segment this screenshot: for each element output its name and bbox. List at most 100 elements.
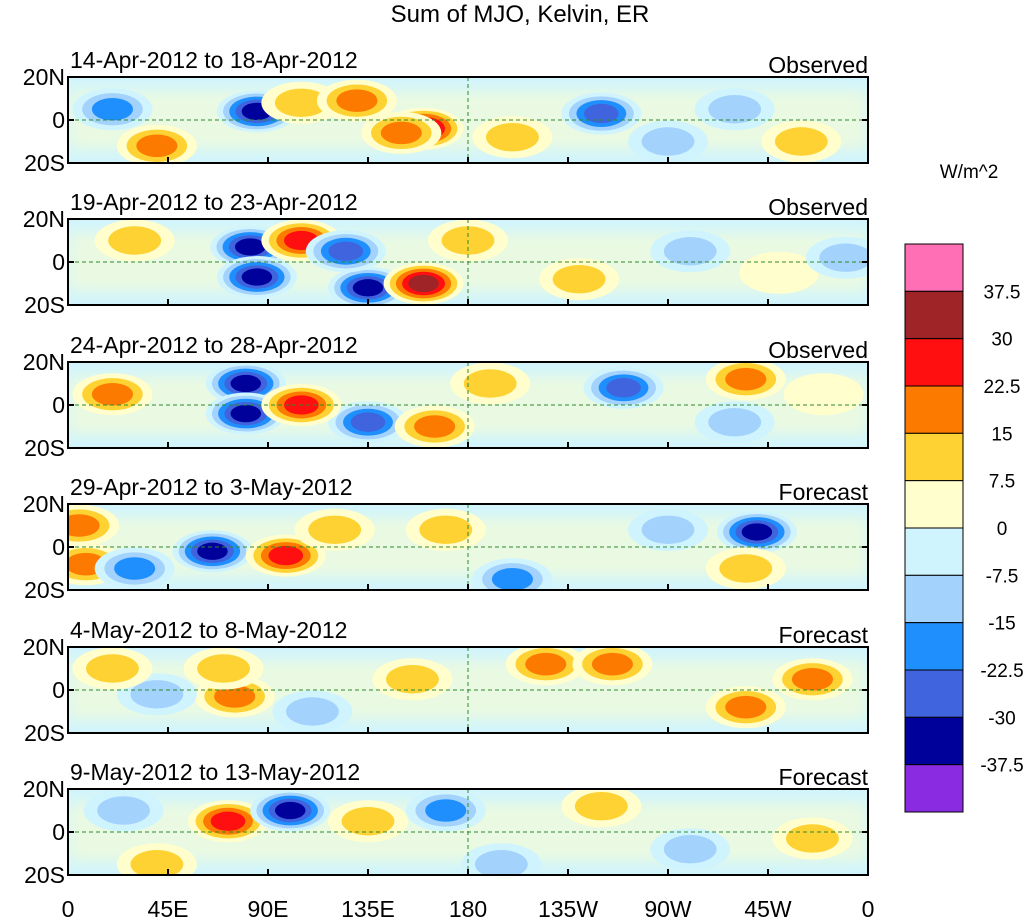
anomaly-7 [94,219,175,262]
anomaly-10 [72,647,153,690]
y-tick-label: 0 [52,819,65,845]
anomaly-7 [116,124,197,163]
anomaly-contour [641,515,695,544]
anomaly-contour [719,554,773,583]
anomaly-2 [250,789,331,832]
anomaly-contour [341,807,395,836]
y-tick-label: 20S [24,292,65,318]
anomaly-11 [761,120,842,163]
anomaly-contour [414,415,456,438]
anomaly-contour [819,243,868,272]
panel-5: 4-May-2012 to 8-May-2012 Forecast 20N 0 20S [23,617,869,746]
x-tick-label: 45E [148,896,189,921]
panel-period: 9-May-2012 to 13-May-2012 [70,759,360,785]
colorbar-label: -37.5 [980,756,1023,777]
anomaly-contour [419,515,473,544]
anomaly-1 [68,504,120,547]
anomaly-contour [328,241,364,261]
colorbar-box [904,527,964,576]
y-tick-label: 20N [23,64,65,90]
anomaly-contour [708,408,762,437]
anomaly-3 [328,401,408,444]
anomaly-contour [663,237,717,266]
anomaly-6 [561,92,642,135]
anomaly-contour [606,378,641,398]
anomaly-10 [705,547,786,590]
anomaly-field [68,504,868,590]
anomaly-contour [336,89,378,112]
anomaly-10 [694,401,775,444]
anomaly-contour [108,226,162,255]
anomaly-contour [774,127,828,156]
colorbar-units: W/m^2 [940,162,999,183]
panel-6: 9-May-2012 to 13-May-2012 Forecast 20N 0 20S [23,759,869,888]
anomaly-8 [272,690,353,733]
anomaly-10 [116,843,197,875]
colorbar-label: 37.5 [984,282,1021,303]
panel-kind: Forecast [779,479,869,505]
anomaly-1 [205,362,286,405]
y-tick-label: 20N [23,776,65,802]
colorbar-label: -30 [988,708,1015,729]
anomaly-contour [91,382,134,406]
colorbar-box [904,574,964,624]
anomaly-9 [450,362,531,405]
anomaly-contour [286,697,339,726]
colorbar-label: 0 [997,519,1008,540]
x-tick-label: 135E [341,896,395,921]
anomaly-contour [114,557,156,580]
colorbar-box [904,716,964,766]
anomaly-contour [274,801,306,820]
panel-kind: Observed [768,52,868,78]
y-tick-label: 0 [52,107,65,133]
anomaly-3 [172,530,253,573]
anomaly-contour [783,373,864,416]
anomaly-contour [491,567,534,590]
y-tick-label: 20S [24,150,65,176]
anomaly-contour [130,850,184,875]
colorbar: 37.5 30 22.5 15 7.5 0 -7.5 -15 -22.5 -30 -37.5 [904,243,1024,813]
anomaly-9 [694,88,775,131]
anomaly-contour [197,542,228,560]
anomaly-5 [72,373,153,416]
anomaly-6 [394,405,475,448]
anomaly-4 [383,262,464,305]
anomaly-contour [791,667,834,691]
anomaly-5 [716,510,797,553]
anomaly-contour [234,238,266,256]
colorbar-label: -22.5 [980,661,1023,682]
anomaly-contour [274,88,328,118]
y-tick-label: 0 [52,534,65,560]
colorbar-box [904,622,964,671]
anomaly-contour [241,268,273,286]
chart-title: Sum of MJO, Kelvin, ER [391,1,650,28]
anomaly-5 [561,789,642,828]
y-tick-label: 20N [23,491,65,517]
anomaly-1 [194,675,275,718]
panel-3: 24-Apr-2012 to 28-Apr-2012 Observed 20N 0 20… [23,332,869,461]
anomaly-contour [350,412,386,432]
anomaly-contour [663,835,717,864]
x-tick-label: 90E [248,896,289,921]
anomaly-11 [783,373,864,416]
anomaly-contour [463,369,517,398]
anomaly-contour [474,850,528,875]
anomaly-contour [214,685,256,708]
y-tick-label: 0 [52,249,65,275]
colorbar-box [904,243,964,292]
anomaly-contour [641,127,695,156]
anomaly-contour [708,95,762,124]
colorbar-box [904,290,964,340]
anomaly-contour [486,123,539,152]
anomaly-contour [97,796,150,825]
y-tick-label: 20S [24,720,65,746]
colorbar-box [904,338,964,387]
anomaly-contour [86,654,139,683]
anomaly-9 [650,230,731,273]
colorbar-box [904,480,964,529]
anomaly-9 [461,843,542,875]
y-tick-label: 20N [23,349,65,375]
panel-kind: Observed [768,337,868,363]
panel-2: 19-Apr-2012 to 23-Apr-2012 Observed 20N 0 20… [23,189,869,318]
anomaly-contour [380,121,422,145]
